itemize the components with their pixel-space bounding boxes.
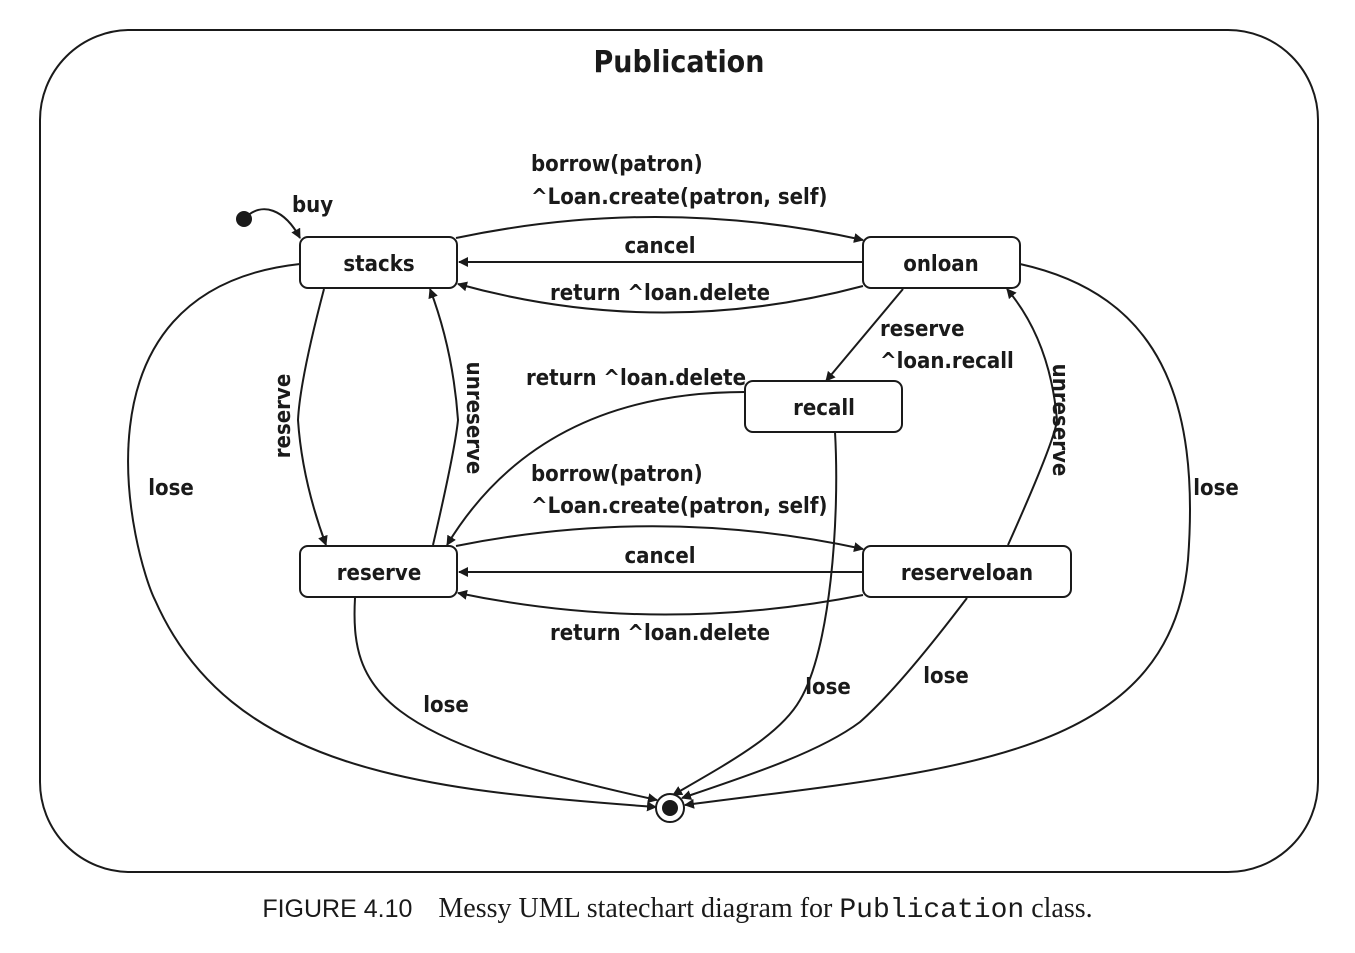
- unreserve-right-transition: [1006, 288, 1059, 546]
- figure-number: FIGURE 4.10: [262, 895, 413, 923]
- diagram-title: Publication: [594, 45, 765, 80]
- lose-recall-label: lose: [805, 675, 851, 700]
- lose-reserveloan-label: lose: [923, 664, 969, 689]
- caption-text: Messy UML statechart diagram for: [438, 893, 833, 924]
- caption-code: Publication: [839, 895, 1025, 926]
- buy-label: buy: [292, 193, 333, 218]
- lose-left-label: lose: [148, 476, 194, 501]
- state-stacks-label: stacks: [343, 252, 414, 277]
- state-reserveloan: reserveloan: [862, 545, 1072, 598]
- reserve-recall-label-line1: reserve: [880, 317, 965, 342]
- state-reserve: reserve: [299, 545, 458, 598]
- lose-left-transition: [127, 263, 657, 812]
- borrow-mid-transition: [455, 525, 864, 552]
- state-onloan: onloan: [862, 236, 1021, 289]
- unreserve-left-transition: [428, 288, 460, 546]
- lose-reserve-label: lose: [423, 693, 469, 718]
- state-stacks: stacks: [299, 236, 458, 289]
- borrow-mid-label-line1: borrow(patron): [531, 462, 703, 487]
- reserve-left-label: reserve: [271, 374, 296, 459]
- return-top-transition: [457, 281, 864, 314]
- cancel-mid-label: cancel: [624, 544, 695, 569]
- reserve-recall-label-line2: ^loan.recall: [880, 349, 1014, 374]
- figure-caption: FIGURE 4.10 Messy UML statechart diagram …: [0, 893, 1355, 926]
- lose-reserveloan-transition: [681, 597, 968, 800]
- return-top-label: return ^loan.delete: [550, 281, 770, 306]
- publication-superstate: [39, 29, 1319, 873]
- lose-right-transition: [684, 263, 1191, 809]
- reserve-recall-transition: [825, 288, 904, 382]
- buy-transition: [243, 208, 301, 239]
- reserve-left-transition: [296, 288, 328, 546]
- state-reserveloan-label: reserveloan: [901, 561, 1033, 586]
- lose-reserve-transition: [353, 597, 658, 803]
- unreserve-left-label: unreserve: [461, 362, 486, 475]
- borrow-mid-label-line2: ^Loan.create(patron, self): [531, 494, 827, 519]
- final-state-dot: [662, 800, 678, 816]
- state-recall-label: recall: [793, 396, 855, 421]
- unreserve-right-label: unreserve: [1047, 364, 1072, 477]
- state-reserve-label: reserve: [337, 561, 422, 586]
- borrow-top-label-line2: ^Loan.create(patron, self): [531, 185, 827, 210]
- borrow-top-transition: [455, 216, 864, 243]
- state-recall: recall: [744, 380, 903, 433]
- lose-recall-transition: [672, 431, 838, 796]
- return-mid-transition: [457, 589, 864, 616]
- return-recall-transition: [446, 391, 746, 546]
- borrow-top-label-line1: borrow(patron): [531, 152, 703, 177]
- caption-suffix: class.: [1031, 893, 1093, 924]
- lose-right-label: lose: [1193, 476, 1239, 501]
- return-recall-label: return ^loan.delete: [526, 366, 746, 391]
- statechart-diagram: Publication stacks onloan recall reserve: [39, 29, 1319, 873]
- cancel-top-label: cancel: [624, 234, 695, 259]
- state-onloan-label: onloan: [903, 252, 979, 277]
- return-mid-label: return ^loan.delete: [550, 621, 770, 646]
